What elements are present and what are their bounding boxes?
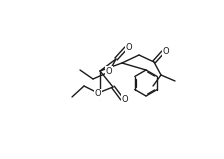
Text: O: O [122, 94, 128, 104]
Text: O: O [126, 44, 132, 52]
Text: O: O [163, 48, 169, 56]
Text: O: O [106, 66, 112, 76]
Text: O: O [95, 90, 101, 98]
